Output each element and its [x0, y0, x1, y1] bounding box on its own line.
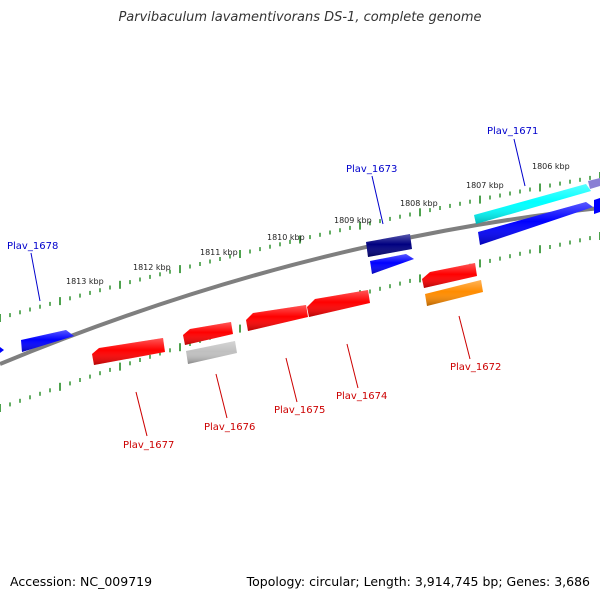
connector-plav-1677 [135, 391, 148, 437]
genome-backbone [0, 206, 600, 366]
connector-plav-1671 [513, 138, 526, 187]
connector-plav-1678 [30, 252, 41, 302]
gene-plav-1673-partner-shade [370, 254, 414, 274]
outer-tick-track [0, 172, 600, 322]
accession-text: Accession: NC_009719 [10, 574, 153, 589]
gene-plav-1677-shade [92, 338, 165, 365]
gene-label-plav-1678[interactable]: Plav_1678 [7, 241, 58, 252]
gene-adjacent-purple [588, 178, 600, 189]
gene-edge-blue [594, 198, 600, 214]
tick-label-1812: 1812 kbp [133, 263, 171, 272]
gene-plav-1675-shade [246, 305, 308, 331]
gene-labels: Plav_1671 Plav_1673 Plav_1678 Plav_1672 … [7, 126, 538, 451]
kbp-labels: 1806 kbp 1807 kbp 1808 kbp 1809 kbp 1810… [66, 162, 570, 286]
connector-plav-1673 [371, 175, 384, 225]
tick-label-1813: 1813 kbp [66, 277, 104, 286]
gene-label-plav-1673[interactable]: Plav_1673 [346, 164, 397, 175]
gene-label-plav-1676[interactable]: Plav_1676 [204, 422, 255, 433]
gene-plav-1676-red-shade [183, 322, 233, 345]
connector-plav-1672 [458, 315, 471, 360]
gene-plav-1672-red-shade [422, 263, 477, 288]
gene-plav-1673-shade [366, 234, 412, 257]
tick-label-1807: 1807 kbp [466, 181, 504, 190]
connector-plav-1676 [215, 373, 228, 419]
tick-label-1810: 1810 kbp [267, 233, 305, 242]
tick-label-1811: 1811 kbp [200, 248, 238, 257]
connector-plav-1675 [285, 357, 298, 403]
gene-label-plav-1675[interactable]: Plav_1675 [274, 405, 325, 416]
connector-plav-1674 [346, 343, 359, 389]
forward-genes [0, 178, 600, 353]
gene-left-edge [0, 347, 4, 353]
genome-summary-text: Topology: circular; Length: 3,914,745 bp… [246, 574, 590, 589]
gene-plav-1671-partner-shade [478, 202, 593, 245]
label-connectors [30, 138, 526, 437]
gene-plav-1674-shade [307, 290, 370, 317]
map-title: Parvibaculum lavamentivorans DS-1, compl… [118, 10, 482, 25]
reverse-genes [92, 263, 483, 365]
gene-plav-1672-shade [425, 280, 483, 306]
gene-label-plav-1671[interactable]: Plav_1671 [487, 126, 538, 137]
gene-plav-1678-shade [21, 330, 74, 352]
gene-label-plav-1677[interactable]: Plav_1677 [123, 440, 174, 451]
gene-plav-1671-shade [474, 184, 591, 224]
gene-plav-1676-shade [186, 341, 237, 364]
gene-label-plav-1674[interactable]: Plav_1674 [336, 391, 387, 402]
tick-label-1806: 1806 kbp [532, 162, 570, 171]
tick-label-1809: 1809 kbp [334, 216, 372, 225]
inner-tick-track [0, 232, 600, 412]
tick-label-1808: 1808 kbp [400, 199, 438, 208]
gene-label-plav-1672[interactable]: Plav_1672 [450, 362, 501, 373]
